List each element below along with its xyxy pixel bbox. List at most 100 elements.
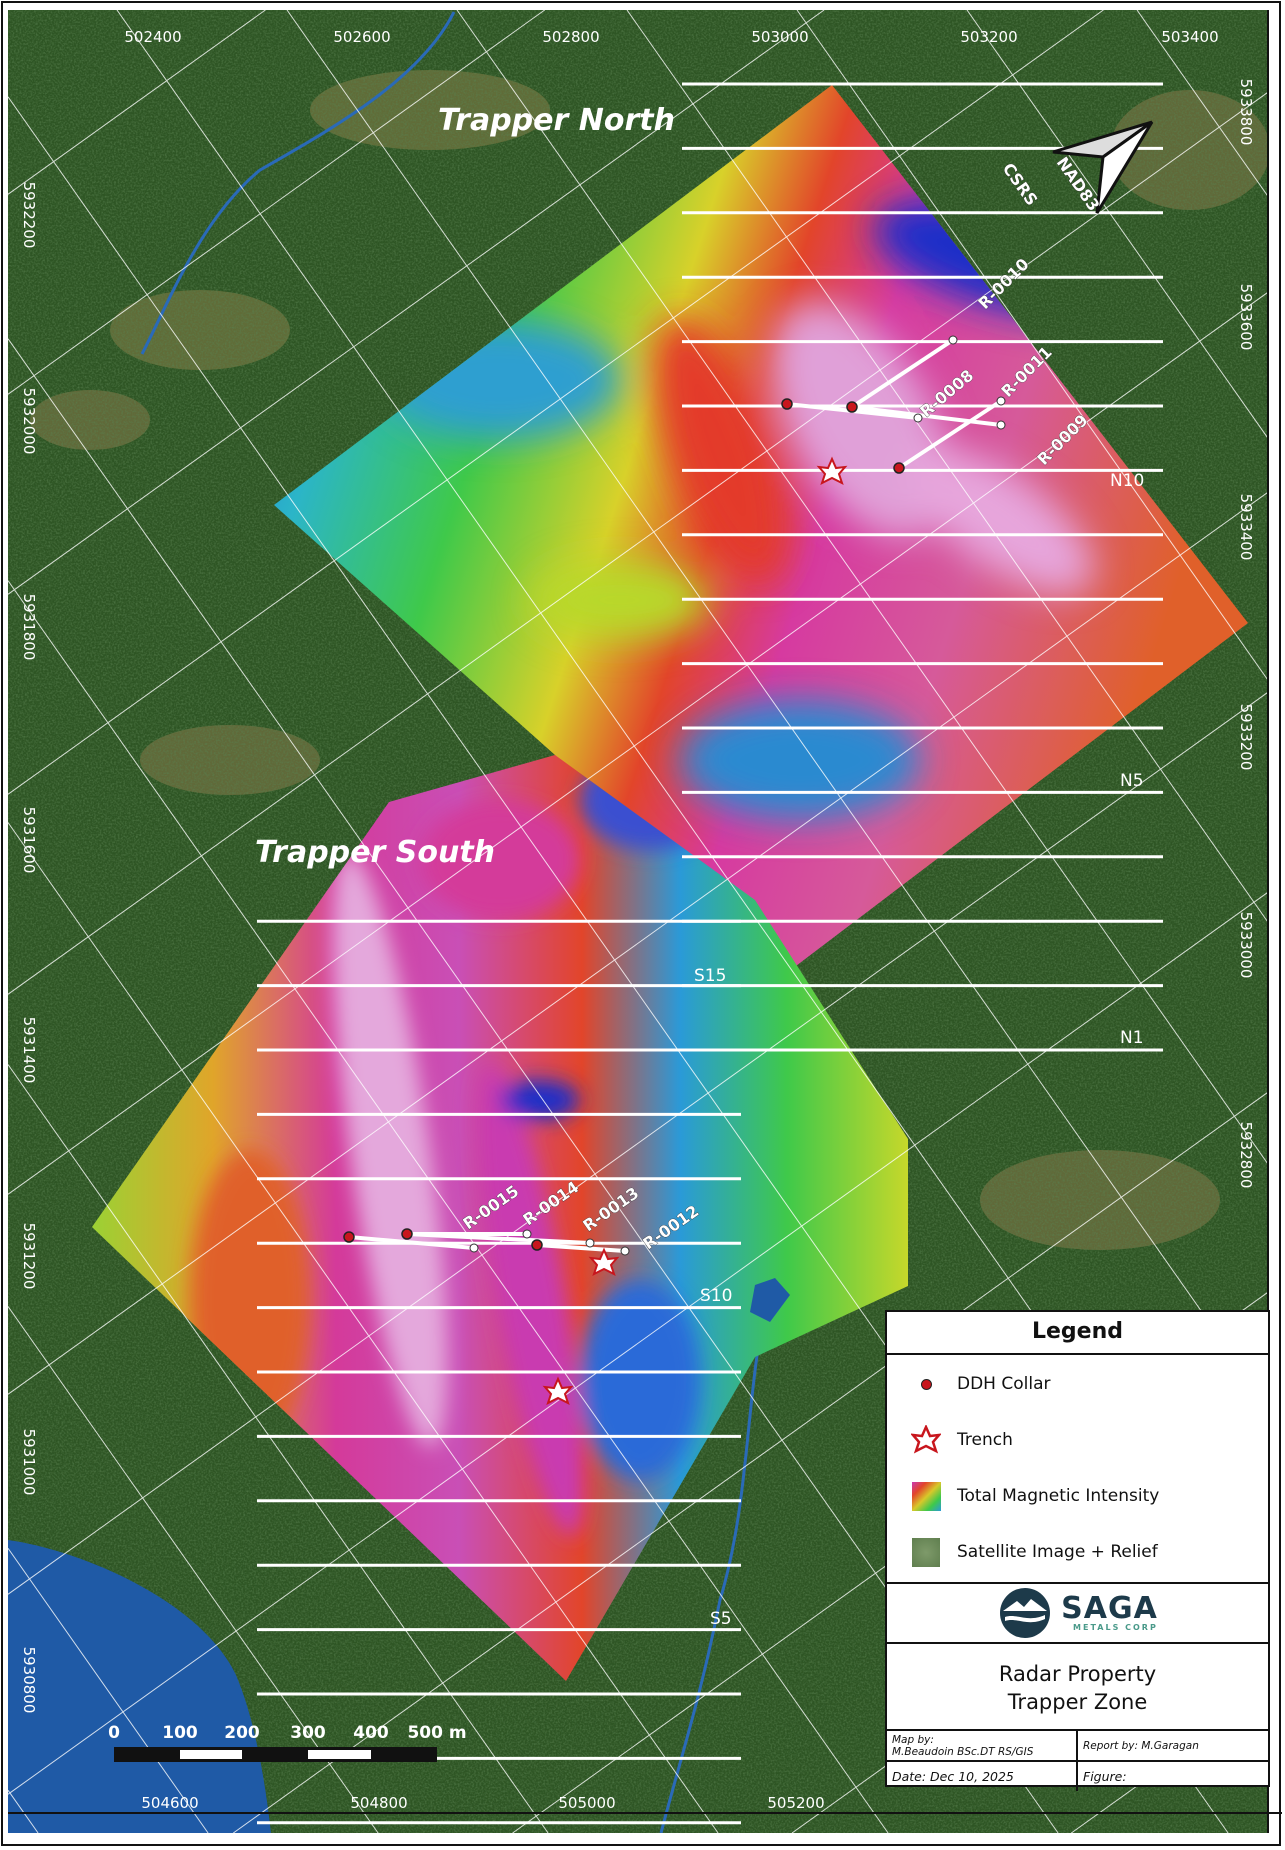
easting-label: 503000 (751, 28, 808, 46)
legend-label: DDH Collar (957, 1374, 1051, 1394)
property-title: Radar Property (998, 1662, 1157, 1686)
zone-label-north: Trapper North (438, 103, 675, 138)
legend-panel: Legend DDH Collar Trench Total Magnetic … (885, 1310, 1270, 1791)
grid-line (8, 10, 825, 595)
easting-label: 502600 (333, 28, 390, 46)
rainbow-swatch-icon (911, 1481, 941, 1511)
red-dot-icon (911, 1369, 941, 1399)
line-label-n1: N1 (1120, 1028, 1144, 1048)
scale-tick-label: 0 (108, 1723, 120, 1743)
map-by-label: Map by: (892, 1733, 934, 1746)
easting-label: 505200 (767, 1794, 824, 1812)
trace-r-0009 (851, 405, 1002, 427)
legend-item-ddh-collar: DDH Collar (887, 1369, 1268, 1399)
scale-tick-label: 100 (162, 1723, 198, 1743)
grid-line (8, 10, 1104, 795)
grid-line (233, 1091, 1268, 1833)
grid-line (8, 491, 1268, 1395)
trace-r-0010 (850, 338, 955, 409)
northing-label: 5932200 (20, 182, 38, 249)
grid-line (8, 891, 1268, 1795)
grid-line (626, 10, 1268, 923)
grid-line (8, 91, 1268, 995)
pond (750, 1278, 790, 1322)
hole-ends (469, 335, 1006, 1256)
collar-icon (846, 401, 858, 413)
trace-r-0013 (406, 1232, 591, 1245)
figure-number: Figure: (1083, 1769, 1127, 1784)
trench-star-icon (911, 1425, 941, 1455)
survey-lines (257, 82, 1163, 1825)
northing-label: 5931200 (20, 1223, 38, 1290)
line-label-n10: N10 (1110, 471, 1144, 491)
report-by: Report by: M.Garagan (1083, 1739, 1199, 1752)
line-label-n5: N5 (1120, 771, 1144, 791)
easting-label: 502800 (542, 28, 599, 46)
easting-label: 504800 (350, 1794, 407, 1812)
grid-line (286, 10, 1268, 1407)
collar-icon (781, 398, 793, 410)
legend-item-tmi: Total Magnetic Intensity (887, 1481, 1268, 1511)
northing-label: 5932000 (20, 388, 38, 455)
left-northing-labels: 5932200 5932000 5931800 5931600 5931400 … (20, 182, 38, 1714)
trace-r-0015 (348, 1235, 475, 1250)
easting-label: 503400 (1161, 28, 1218, 46)
trench-star-icon (816, 456, 848, 485)
northing-label: 5932800 (1237, 1122, 1255, 1189)
line-label-s5: S5 (710, 1609, 732, 1629)
northing-label: 5930800 (20, 1647, 38, 1714)
right-northing-labels: 5933800 5933600 5933400 5933200 5933000 … (1237, 79, 1255, 1189)
saga-logo-icon (1000, 1588, 1051, 1638)
collar-icon (343, 1231, 355, 1243)
northing-label: 5933000 (1237, 912, 1255, 979)
northing-label: 5933800 (1237, 79, 1255, 146)
grid-line (8, 1789, 39, 1833)
grid-line (8, 338, 1059, 1833)
company-logo: SAGA METALS CORP (887, 1584, 1268, 1644)
grid-line (8, 691, 1268, 1595)
northing-label: 5931800 (20, 594, 38, 661)
green-swatch-icon (911, 1537, 941, 1567)
scale-tick-label: 400 (353, 1723, 389, 1743)
river-north (140, 11, 456, 355)
footer-row-1: Map by: M.Beaudoin BSc.DT RS/GIS Report b… (887, 1731, 1268, 1762)
easting-label: 503200 (960, 28, 1017, 46)
grid-line (456, 10, 1268, 1165)
scale-bar: 0 100 200 300 400 500 m (108, 1723, 467, 1762)
legend-items: DDH Collar Trench Total Magnetic Intensi… (887, 1355, 1268, 1584)
grid-line (8, 1306, 379, 1833)
grid-line (8, 291, 1268, 1195)
top-easting-labels: 502400 502600 502800 503000 503200 50340… (124, 28, 1218, 46)
easting-label: 502400 (124, 28, 181, 46)
drill-traces-south (348, 1232, 626, 1253)
northing-label: 5933400 (1237, 494, 1255, 561)
trench-star-icon (588, 1247, 620, 1276)
northing-label: 5931600 (20, 807, 38, 874)
grid-line (8, 10, 545, 395)
logo-wordmark: SAGA (1061, 1590, 1158, 1626)
grid-line (8, 10, 266, 195)
northing-label: 5931400 (20, 1017, 38, 1084)
legend-label: Trench (957, 1430, 1013, 1450)
trace-r-0011 (897, 399, 1003, 470)
scale-tick-label: 500 m (407, 1723, 466, 1743)
ddh-collars (343, 398, 905, 1251)
scale-tick-label: 300 (290, 1723, 326, 1743)
grid-line (1136, 10, 1268, 197)
collar-icon (893, 462, 905, 474)
easting-label: 505000 (558, 1794, 615, 1812)
legend-item-satellite: Satellite Image + Relief (887, 1537, 1268, 1567)
legend-label: Satellite Image + Relief (957, 1542, 1158, 1562)
trench-star-icon (542, 1376, 574, 1405)
grid-line (8, 1548, 209, 1833)
footer-row-2: Date: Dec 10, 2025 Figure: (887, 1762, 1268, 1791)
trenches (542, 456, 848, 1405)
grid-line (8, 1064, 549, 1833)
date: Date: Dec 10, 2025 (892, 1769, 1014, 1784)
legend-label: Total Magnetic Intensity (957, 1486, 1160, 1506)
logo-subtitle: METALS CORP (1073, 1622, 1158, 1632)
easting-label: 504600 (141, 1794, 198, 1812)
grid-line (966, 10, 1268, 439)
